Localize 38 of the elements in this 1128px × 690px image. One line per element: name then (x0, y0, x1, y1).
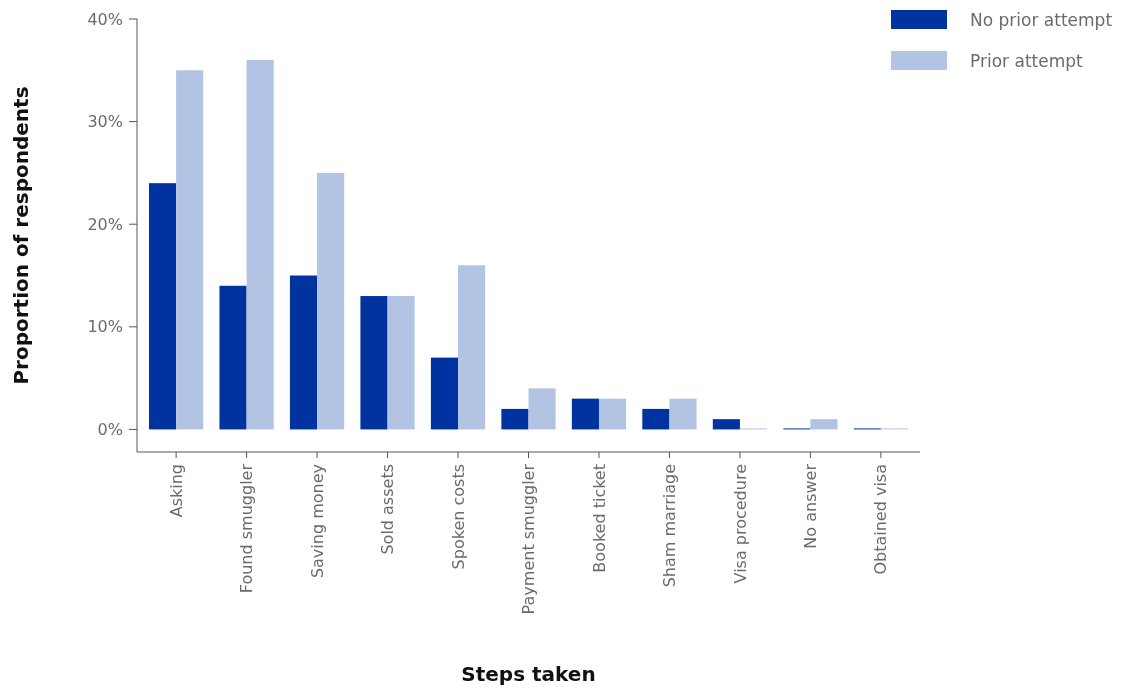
y-tick-label: 0% (97, 420, 123, 440)
legend-label: Prior attempt (970, 50, 1084, 71)
bar (387, 296, 415, 430)
bar (148, 183, 177, 430)
bar (598, 398, 627, 430)
x-tick-label: No answer (801, 463, 821, 549)
bar (458, 265, 486, 430)
y-tick-label: 40% (87, 9, 123, 29)
x-tick-label: Spoken costs (448, 464, 468, 570)
x-tick-label: Sham marriage (660, 464, 680, 588)
bar (712, 419, 740, 430)
bar (810, 419, 838, 430)
y-tick-label: 20% (87, 214, 123, 234)
bar (669, 398, 697, 430)
y-tick-label: 10% (87, 317, 123, 337)
bar (289, 275, 318, 430)
x-axis-title: Steps taken (461, 662, 596, 686)
bar (360, 296, 388, 430)
x-tick-label: Booked ticket (589, 464, 609, 573)
bar (219, 285, 247, 430)
x-tick-label: Payment smuggler (519, 463, 539, 615)
x-tick-label: Saving money (307, 464, 327, 579)
x-tick-label: Sold assets (378, 464, 398, 555)
bar (246, 60, 274, 430)
bar (501, 408, 529, 430)
bar (528, 388, 556, 430)
bar (176, 70, 204, 430)
y-axis-title: Proportion of respondents (9, 86, 33, 385)
bar (642, 408, 670, 430)
y-tick-label: 30% (87, 112, 123, 132)
x-tick-label: Asking (166, 464, 186, 518)
bar (571, 398, 599, 430)
x-tick-label: Visa procedure (730, 464, 750, 584)
bar (430, 357, 459, 430)
x-tick-label: Obtained visa (871, 464, 891, 575)
bar (317, 172, 345, 430)
x-tick-label: Found smuggler (237, 463, 257, 594)
legend-label: No prior attempt (970, 9, 1113, 30)
